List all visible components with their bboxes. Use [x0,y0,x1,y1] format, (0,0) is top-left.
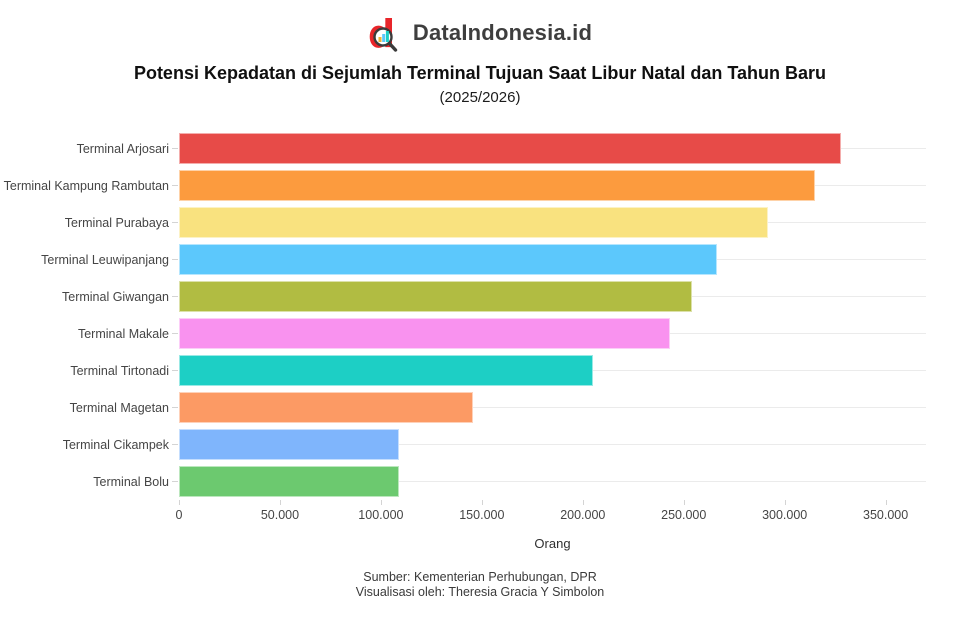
y-axis-label: Terminal Makale [77,326,169,341]
x-axis-tick [784,500,786,505]
y-axis-tick [172,148,178,149]
y-axis-label: Terminal Giwangan [62,289,169,304]
x-axis-tick-label: 0 [175,508,183,522]
bar [179,318,670,349]
chart-subtitle: (2025/2026) [439,89,521,106]
x-axis-tick-label: 300.000 [762,508,808,522]
bar [179,392,474,423]
y-axis-tick [172,370,178,371]
y-axis-tick [172,407,178,408]
y-axis-tick [172,222,178,223]
x-axis-tick-label: 150.000 [459,508,505,522]
bar [179,429,400,460]
x-axis-tick-label: 50.000 [260,508,300,522]
x-axis-tick [380,500,382,505]
x-axis-tick [683,500,685,505]
x-axis-tick [582,500,584,505]
y-axis-tick [172,444,178,445]
y-axis-label: Terminal Magetan [69,400,169,415]
x-axis-tick [885,500,887,505]
credit-note: Visualisasi oleh: Theresia Gracia Y Simb… [355,585,605,599]
y-axis-tick [172,185,178,186]
source-note: Sumber: Kementerian Perhubungan, DPR [363,570,597,584]
x-axis-tick [179,500,180,505]
bar [179,207,768,238]
bar [179,133,841,164]
x-axis-tick-label: 100.000 [358,508,404,522]
x-axis-tick [481,500,483,505]
category-gridline [179,407,926,408]
y-axis-tick [172,259,178,260]
y-axis-tick [172,296,178,297]
category-gridline [179,481,926,482]
bar [179,466,400,497]
y-axis-label: Terminal Arjosari [76,141,169,156]
category-gridline [179,444,926,445]
y-axis-label: Terminal Kampung Rambutan [3,178,169,193]
brand-header: d DataIndonesia.id [0,12,960,56]
y-axis-tick [172,333,178,334]
bar [179,170,815,201]
y-axis-label: Terminal Tirtonadi [70,363,169,378]
x-axis-tick [279,500,281,505]
x-axis-tick-label: 200.000 [560,508,606,522]
x-axis-tick-label: 350.000 [863,508,909,522]
bar [179,244,718,275]
dataindonesia-logo-icon: d [368,12,404,56]
y-axis-label: Terminal Cikampek [62,437,169,452]
chart-title: Potensi Kepadatan di Sejumlah Terminal T… [133,63,827,83]
x-axis-title: Orang [534,536,571,551]
y-axis-label: Terminal Leuwipanjang [41,252,169,267]
brand-name: DataIndonesia.id [412,20,593,45]
y-axis-label: Terminal Purabaya [64,215,169,230]
bar [179,281,693,312]
bar [179,355,594,386]
y-axis-label: Terminal Bolu [93,474,169,489]
y-axis-tick [172,481,178,482]
x-axis-tick-label: 250.000 [661,508,707,522]
